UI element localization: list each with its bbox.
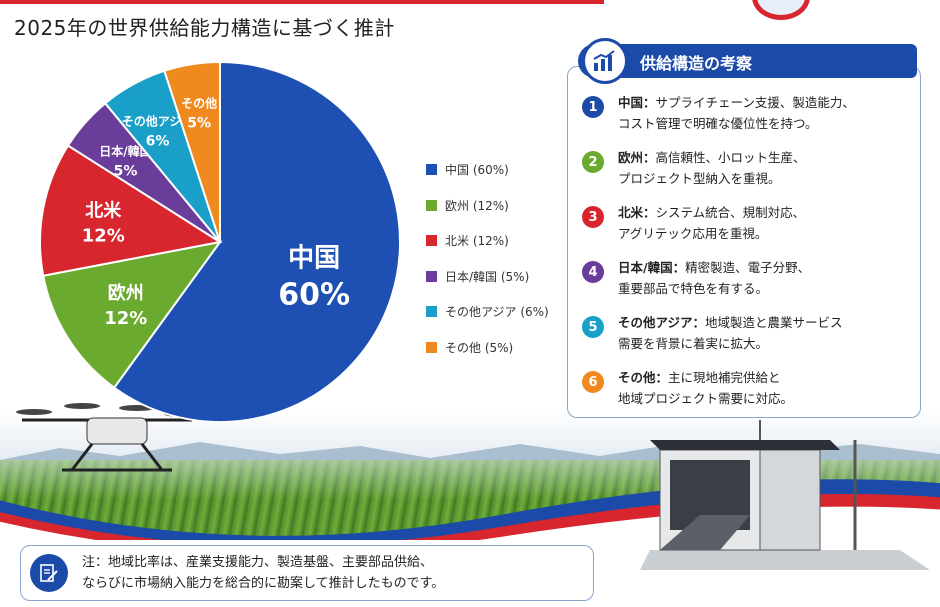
legend-label: 日本/韓国 (5%) bbox=[445, 269, 530, 284]
item-region-name: 中国： bbox=[618, 95, 656, 110]
drone-icon bbox=[16, 403, 200, 472]
legend-swatch bbox=[426, 306, 437, 318]
panel-item: 2 欧州：高信頼性、小ロット生産、プロジェクト型納入を重視。 bbox=[582, 147, 912, 202]
pie-label-name-1: 欧州 bbox=[108, 282, 144, 304]
panel-list: 1 中国：サプライチェーン支援、製造能力、コスト管理で明確な優位性を持つ。 2 欧州：… bbox=[582, 92, 912, 422]
pie-label-percent-0: 60% bbox=[278, 278, 350, 313]
pie-label-percent-5: 5% bbox=[187, 115, 211, 131]
panel-item: 4 日本/韓国：精密製造、電子分野、重要部品で特色を有する。 bbox=[582, 257, 912, 312]
pie-label-percent-1: 12% bbox=[104, 308, 147, 329]
legend-label: 北米 (12%) bbox=[445, 234, 509, 249]
drone-station-icon bbox=[640, 420, 930, 570]
item-text: 中国：サプライチェーン支援、製造能力、コスト管理で明確な優位性を持つ。 bbox=[618, 92, 855, 134]
legend-item: 欧州 (12%) bbox=[426, 188, 549, 224]
item-number-badge: 6 bbox=[582, 371, 604, 393]
note-box bbox=[20, 545, 594, 601]
item-region-name: 北米： bbox=[618, 205, 656, 220]
item-line-2: アグリテック応用を重視。 bbox=[618, 226, 768, 241]
item-line-2: プロジェクト型納入を重視。 bbox=[618, 171, 781, 186]
item-line-2: 地域プロジェクト需要に対応。 bbox=[618, 391, 794, 406]
pie-label-name-5: その他 bbox=[181, 95, 217, 110]
item-number-badge: 1 bbox=[582, 96, 604, 118]
panel-item: 1 中国：サプライチェーン支援、製造能力、コスト管理で明確な優位性を持つ。 bbox=[582, 92, 912, 147]
info-panel bbox=[567, 66, 921, 418]
pie-label-percent-3: 5% bbox=[114, 164, 138, 180]
chart-legend: 中国 (60%) 欧州 (12%) 北米 (12%) 日本/韓国 (5%) その他アジア… bbox=[426, 152, 549, 365]
item-line-1: 高信頼性、小ロット生産、 bbox=[655, 150, 806, 165]
pie-label-name-4: その他アジア bbox=[122, 113, 194, 128]
note-text: 注：地域比率は、産業支援能力、製造基盤、主要部品供給、 ならびに市場納入能力を総… bbox=[82, 552, 444, 594]
pie-slice-0 bbox=[112, 60, 401, 423]
legend-swatch bbox=[426, 199, 437, 211]
legend-item: その他 (5%) bbox=[426, 330, 549, 366]
panel-title: 供給構造の考察 bbox=[640, 54, 753, 73]
legend-label: その他アジア (6%) bbox=[445, 305, 549, 320]
legend-item: その他アジア (6%) bbox=[426, 294, 549, 330]
item-line-1: 主に現地補完供給と bbox=[668, 370, 781, 385]
panel-item: 6 その他：主に現地補完供給と地域プロジェクト需要に対応。 bbox=[582, 367, 912, 422]
item-text: 欧州：高信頼性、小ロット生産、プロジェクト型納入を重視。 bbox=[618, 147, 806, 189]
legend-label: 中国 (60%) bbox=[445, 163, 509, 178]
item-line-2: 重要部品で特色を有する。 bbox=[618, 281, 769, 296]
item-text: その他アジア：地域製造と農業サービス需要を背景に着実に拡大。 bbox=[618, 312, 843, 354]
panel-header bbox=[578, 44, 917, 78]
item-line-2: コスト管理で明確な優位性を持つ。 bbox=[618, 116, 818, 131]
pie-label-name-2: 北米 bbox=[85, 200, 122, 222]
pie-label-name-0: 中国 bbox=[288, 244, 340, 274]
item-text: 日本/韓国：精密製造、電子分野、重要部品で特色を有する。 bbox=[618, 257, 810, 299]
bar-chart-icon bbox=[582, 38, 628, 84]
note-line-1: 注：地域比率は、産業支援能力、製造基盤、主要部品供給、 bbox=[82, 555, 434, 570]
legend-item: 北米 (12%) bbox=[426, 223, 549, 259]
top-accent-bar bbox=[0, 0, 604, 4]
item-number-badge: 4 bbox=[582, 261, 604, 283]
item-region-name: その他： bbox=[618, 370, 669, 385]
item-number-badge: 3 bbox=[582, 206, 604, 228]
panel-item: 5 その他アジア：地域製造と農業サービス需要を背景に着実に拡大。 bbox=[582, 312, 912, 367]
legend-item: 日本/韓国 (5%) bbox=[426, 259, 549, 295]
item-line-1: サプライチェーン支援、製造能力、 bbox=[655, 95, 855, 110]
legend-swatch bbox=[426, 164, 437, 176]
legend-swatch bbox=[426, 341, 437, 353]
item-line-1: 精密製造、電子分野、 bbox=[685, 260, 811, 275]
panel-item: 3 北米：システム統合、規制対応、アグリテック応用を重視。 bbox=[582, 202, 912, 257]
pie-slice-1 bbox=[42, 240, 223, 390]
pie-slice-2 bbox=[39, 144, 223, 277]
pie-label-percent-4: 6% bbox=[146, 133, 170, 149]
legend-label: その他 (5%) bbox=[445, 340, 514, 355]
legend-swatch bbox=[426, 235, 437, 247]
legend-label: 欧州 (12%) bbox=[445, 198, 509, 213]
legend-swatch bbox=[426, 270, 437, 282]
page-title: 2025年の世界供給能力構造に基づく推計 bbox=[14, 16, 395, 40]
note-edit-icon bbox=[30, 554, 68, 592]
logo-badge bbox=[752, 0, 810, 20]
item-region-name: 日本/韓国： bbox=[618, 260, 686, 275]
item-region-name: その他アジア： bbox=[618, 315, 706, 330]
note-line-2: ならびに市場納入能力を総合的に勘案して推計したものです。 bbox=[82, 576, 445, 591]
item-text: 北米：システム統合、規制対応、アグリテック応用を重視。 bbox=[618, 202, 805, 244]
item-number-badge: 5 bbox=[582, 316, 604, 338]
pie-label-percent-2: 12% bbox=[82, 226, 125, 247]
item-line-2: 需要を背景に着実に拡大。 bbox=[618, 336, 769, 351]
pie-label-name-3: 日本/韓国 bbox=[99, 144, 151, 159]
item-line-1: システム統合、規制対応、 bbox=[655, 205, 806, 220]
item-line-1: 地域製造と農業サービス bbox=[705, 315, 843, 330]
item-region-name: 欧州： bbox=[618, 150, 656, 165]
item-text: その他：主に現地補完供給と地域プロジェクト需要に対応。 bbox=[618, 367, 793, 409]
item-number-badge: 2 bbox=[582, 151, 604, 173]
pie-slice-5 bbox=[163, 60, 221, 243]
legend-item: 中国 (60%) bbox=[426, 152, 549, 188]
